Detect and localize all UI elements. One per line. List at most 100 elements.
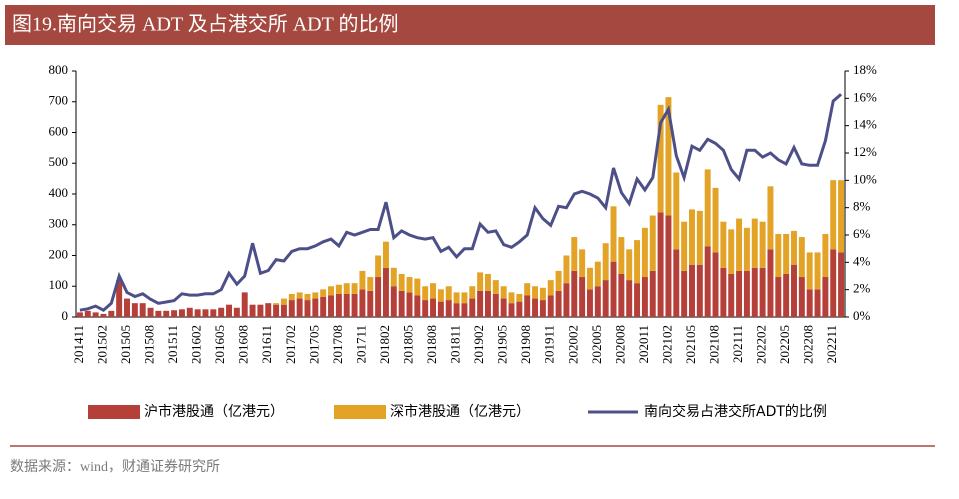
bar [241,292,248,317]
bar [657,104,664,213]
bar [390,267,397,287]
bar [484,290,491,317]
bar [92,312,99,317]
bar [351,283,358,294]
bar [312,292,319,299]
bar [641,227,648,278]
x-tick-label: 201611 [259,325,274,364]
bar [461,303,468,317]
bar [304,293,311,301]
bar [430,298,437,317]
bar [477,272,484,291]
x-tick-label: 201411 [71,325,86,364]
bar [743,227,750,271]
x-tick-label: 201711 [353,325,368,364]
x-tick-label: 201708 [330,325,345,364]
chart-title: 图19.南向交易 ADT 及占港交所 ADT 的比例 [12,13,398,36]
bar [422,300,429,317]
x-tick-label: 201505 [118,325,133,364]
y2-tick-label: 18% [853,62,877,77]
bar [288,300,295,317]
bar [563,283,570,317]
bar [704,246,711,317]
bar [602,243,609,281]
x-tick-label: 201502 [94,325,109,364]
bar [822,277,829,317]
bar [814,252,821,290]
bar [257,304,264,317]
bar [524,295,531,317]
x-tick-label: 202202 [754,325,769,364]
bar [532,286,539,299]
legend-swatch [88,405,140,419]
bar [689,209,695,265]
bar [477,290,484,317]
x-tick-label: 201805 [400,325,415,364]
bar [783,233,790,274]
y2-tick-label: 2% [853,281,871,296]
bar [696,264,703,317]
bar [704,169,711,247]
bar [500,286,507,299]
x-tick-label: 202008 [612,325,627,364]
bar [508,292,515,304]
bar [328,295,335,317]
bar [791,264,797,317]
bar [343,293,350,317]
y-tick-label: 300 [49,216,69,231]
bar [351,293,358,317]
x-tick-label: 201902 [471,325,486,364]
bar [822,233,829,278]
bar [437,301,444,317]
y-tick-label: 800 [49,62,69,77]
y2-tick-label: 10% [853,171,877,186]
x-tick-label: 202005 [589,325,604,364]
bar [406,292,413,317]
bar [728,273,735,317]
bar [610,206,617,262]
bar [830,180,837,250]
bar [798,237,805,278]
bar [100,313,107,317]
bar [296,298,303,317]
x-tick-label: 202111 [730,325,745,363]
bar [139,303,146,317]
bar [579,249,586,278]
legend-label: 沪市港股通（亿港元） [144,403,284,420]
y2-tick-label: 0% [853,308,871,323]
bar [783,273,790,317]
bar [469,286,476,299]
x-tick-label: 201508 [142,325,157,364]
bar [406,277,413,293]
bar [563,255,570,284]
bar [602,280,609,317]
bar [830,249,837,317]
bar [720,221,727,268]
bar [751,218,758,268]
bar [547,295,554,317]
x-tick-label: 201602 [189,325,204,364]
bar [375,255,382,278]
bar [775,277,782,317]
bar [382,241,389,268]
bar [516,301,523,317]
bar [673,172,680,250]
y-tick-label: 500 [49,154,69,169]
bar [681,270,688,317]
bar [759,221,766,268]
x-tick-label: 202105 [683,325,698,364]
bar [163,310,170,317]
bar [728,229,735,274]
bar [649,270,656,317]
bar [492,293,499,317]
line [79,93,843,313]
bar [634,240,641,284]
bar [430,283,437,299]
bar [398,290,405,317]
bar [249,304,256,317]
bar [618,237,625,274]
bar [116,280,123,317]
y-tick-label: 100 [49,277,69,292]
y2-tick-label: 14% [853,117,877,132]
